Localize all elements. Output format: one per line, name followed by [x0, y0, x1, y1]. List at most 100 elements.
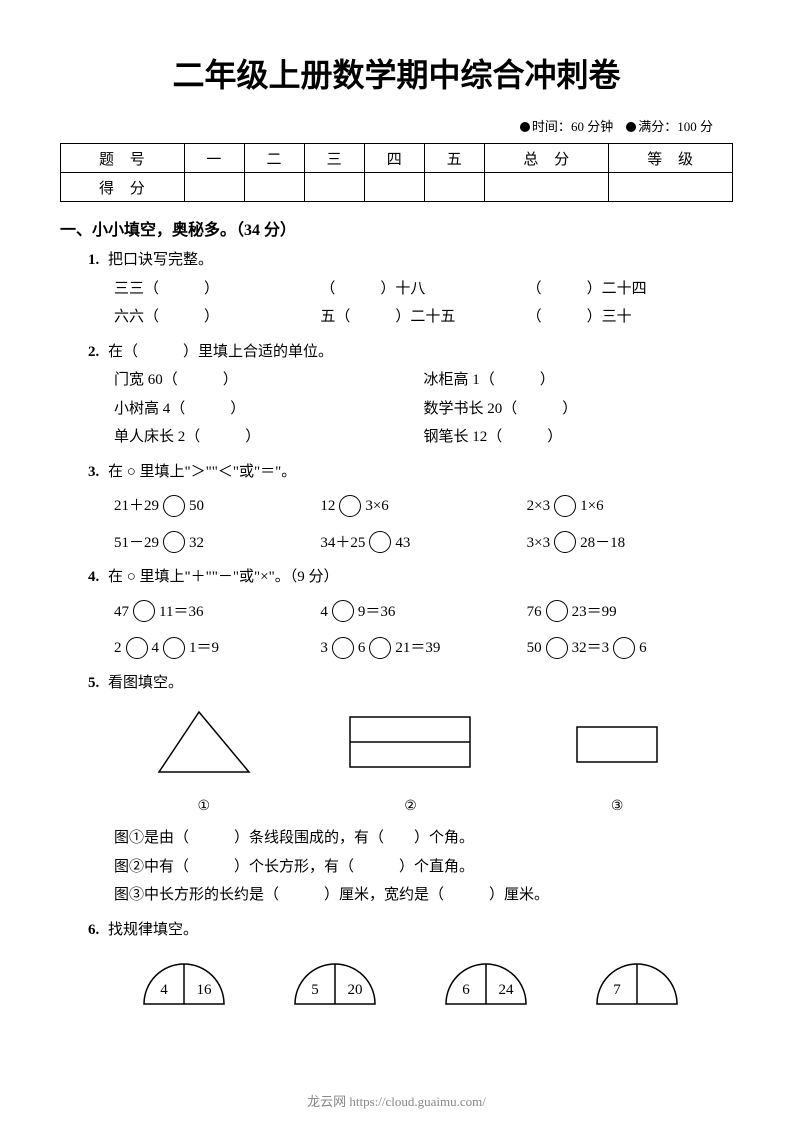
- check-icon: [626, 122, 636, 132]
- q6-title: 找规律填空。: [108, 922, 198, 938]
- q2-num: 2.: [88, 338, 108, 367]
- q5-title: 看图填空。: [108, 675, 183, 691]
- td-blank: [425, 173, 485, 202]
- td-blank: [365, 173, 425, 202]
- circle-icon: [369, 637, 391, 659]
- shape-label: ②: [340, 794, 480, 821]
- q1-cell: 三三（ ）: [114, 275, 320, 304]
- q3-num: 3.: [88, 458, 108, 487]
- q3-cell: 34＋2543: [320, 529, 526, 558]
- question-2: 2.在（ ）里填上合适的单位。 门宽 60（ ）冰柜高 1（ ） 小树高 4（ …: [88, 338, 733, 452]
- svg-text:4: 4: [160, 982, 168, 998]
- svg-text:24: 24: [499, 982, 515, 998]
- q1-cell: （ ）三十: [527, 303, 733, 332]
- circle-icon: [332, 637, 354, 659]
- td-label: 得 分: [61, 173, 185, 202]
- q1-cell: （ ）十八: [320, 275, 526, 304]
- q2-cell: 数学书长 20（ ）: [424, 395, 734, 424]
- score-value: 100 分: [677, 119, 713, 134]
- td-blank: [485, 173, 609, 202]
- svg-text:7: 7: [614, 982, 622, 998]
- time-label: 时间: [532, 119, 558, 134]
- circle-icon: [163, 495, 185, 517]
- th-total: 总 分: [485, 144, 609, 173]
- q2-cell: 冰柜高 1（ ）: [424, 366, 734, 395]
- q6-num: 6.: [88, 916, 108, 945]
- score-label: 满分: [638, 119, 664, 134]
- question-3: 3.在 ○ 里填上"＞""＜"或"＝"。 21＋2950 123×6 2×31×…: [88, 458, 733, 558]
- q4-cell: 4711＝36: [114, 598, 320, 627]
- rectangle-icon: [562, 707, 672, 777]
- q5-num: 5.: [88, 669, 108, 698]
- q2-title: 在（ ）里填上合适的单位。: [108, 344, 333, 360]
- dome-icon: 5 20: [285, 954, 385, 1009]
- question-4: 4.在 ○ 里填上"＋""－"或"×"。（9 分） 4711＝36 49＝36 …: [88, 563, 733, 663]
- svg-text:6: 6: [462, 982, 470, 998]
- shape-double-rect: ②: [340, 707, 480, 820]
- td-blank: [609, 173, 733, 202]
- svg-text:5: 5: [311, 982, 319, 998]
- question-6: 6.找规律填空。 4 16 5 20 6 24 7: [88, 916, 733, 1010]
- dome-row: 4 16 5 20 6 24 7: [108, 954, 713, 1009]
- th-5: 五: [425, 144, 485, 173]
- q2-cell: 钢笔长 12（ ）: [424, 423, 734, 452]
- meta-row: 时间：60 分钟 满分：100 分: [60, 116, 733, 135]
- q2-cell: 小树高 4（ ）: [114, 395, 424, 424]
- dome-icon: 4 16: [134, 954, 234, 1009]
- q4-cell: 7623＝99: [527, 598, 733, 627]
- th-label: 题 号: [61, 144, 185, 173]
- circle-icon: [546, 600, 568, 622]
- circle-icon: [369, 531, 391, 553]
- q1-num: 1.: [88, 246, 108, 275]
- question-5: 5.看图填空。 ① ② ③ 图①是由（ ）条线段围成的，有（ ）个角。 图②中有…: [88, 669, 733, 910]
- shape-triangle: ①: [149, 707, 259, 820]
- dome-icon: 6 24: [436, 954, 536, 1009]
- circle-icon: [133, 600, 155, 622]
- q1-cell: （ ）二十四: [527, 275, 733, 304]
- question-1: 1.把口诀写完整。 三三（ ） （ ）十八 （ ）二十四 六六（ ） 五（ ）二…: [88, 246, 733, 332]
- circle-icon: [546, 637, 568, 659]
- q1-title: 把口诀写完整。: [108, 252, 213, 268]
- double-rectangle-icon: [340, 707, 480, 777]
- table-row: 题 号 一 二 三 四 五 总 分 等 级: [61, 144, 733, 173]
- triangle-icon: [149, 707, 259, 777]
- circle-icon: [554, 531, 576, 553]
- score-table: 题 号 一 二 三 四 五 总 分 等 级 得 分: [60, 143, 733, 202]
- circle-icon: [126, 637, 148, 659]
- q5-line: 图②中有（ ）个长方形，有（ ）个直角。: [114, 853, 733, 882]
- svg-text:20: 20: [347, 982, 362, 998]
- th-4: 四: [365, 144, 425, 173]
- td-blank: [184, 173, 244, 202]
- circle-icon: [332, 600, 354, 622]
- q5-line: 图①是由（ ）条线段围成的，有（ ）个角。: [114, 824, 733, 853]
- circle-icon: [163, 637, 185, 659]
- shape-label: ①: [149, 794, 259, 821]
- th-3: 三: [305, 144, 365, 173]
- shape-rect: ③: [562, 707, 672, 820]
- q3-cell: 21＋2950: [114, 492, 320, 521]
- q4-cell: 3621＝39: [320, 634, 526, 663]
- q1-cell: 六六（ ）: [114, 303, 320, 332]
- shapes-row: ① ② ③: [108, 707, 713, 820]
- circle-icon: [339, 495, 361, 517]
- q3-title: 在 ○ 里填上"＞""＜"或"＝"。: [108, 464, 296, 480]
- q2-cell: 门宽 60（ ）: [114, 366, 424, 395]
- q4-num: 4.: [88, 563, 108, 592]
- q4-cell: 5032＝36: [527, 634, 733, 663]
- page-title: 二年级上册数学期中综合冲刺卷: [60, 50, 733, 96]
- q1-cell: 五（ ）二十五: [320, 303, 526, 332]
- q3-cell: 3×328－18: [527, 529, 733, 558]
- q3-cell: 123×6: [320, 492, 526, 521]
- th-1: 一: [184, 144, 244, 173]
- svg-text:16: 16: [196, 982, 212, 998]
- circle-icon: [554, 495, 576, 517]
- q3-cell: 51－2932: [114, 529, 320, 558]
- td-blank: [244, 173, 304, 202]
- q4-cell: 49＝36: [320, 598, 526, 627]
- section-1-header: 一、小小填空，奥秘多。（34 分）: [60, 216, 733, 240]
- q3-cell: 2×31×6: [527, 492, 733, 521]
- table-row: 得 分: [61, 173, 733, 202]
- q4-cell: 241＝9: [114, 634, 320, 663]
- clock-icon: [520, 122, 530, 132]
- th-2: 二: [244, 144, 304, 173]
